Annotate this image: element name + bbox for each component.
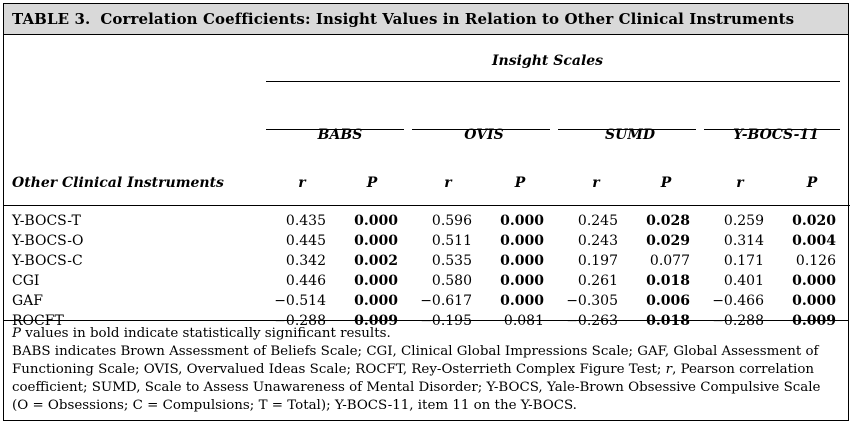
group-label-sumd: SUMD — [605, 127, 655, 143]
stat-p-babs: P — [366, 175, 378, 191]
spanner-label: Insight Scales — [492, 53, 604, 69]
table-row: Y-BOCS-T 0.435 0.000 0.596 0.000 0.245 0.028 0.… — [4, 213, 848, 233]
row-label: ROCFT — [12, 313, 64, 329]
p-value-cell: 0.009 — [792, 313, 836, 329]
table-row: Y-BOCS-C 0.342 0.002 0.535 0.000 0.197 0.077 0.… — [4, 253, 848, 273]
footnote-abbrev-part2: , Pearson correlation coefficient; SUMD,… — [12, 362, 821, 413]
p-value-cell: 0.006 — [646, 293, 690, 309]
table-row: CGI 0.446 0.000 0.580 0.000 0.261 0.018 0.401 0.… — [4, 273, 848, 293]
table-body: Insight Scales BABS OVIS SUMD Y-BOCS-11 … — [4, 35, 850, 329]
r-value-cell: −0.263 — [566, 313, 618, 329]
p-value-cell: 0.000 — [792, 293, 836, 309]
row-label: GAF — [12, 293, 44, 309]
stat-p-ybocs11: P — [806, 175, 818, 191]
stat-p-ovis: P — [514, 175, 526, 191]
group-label-ybocs11: Y-BOCS-11 — [733, 127, 819, 143]
p-value-cell: 0.000 — [500, 293, 544, 309]
row-label: Y-BOCS-T — [12, 213, 81, 229]
table-row: ROCFT −0.288 0.009 −0.195 0.081 −0.263 0.018 −0… — [4, 313, 848, 333]
r-value-cell: 0.314 — [723, 233, 764, 249]
footnote-significance: P values in bold indicate statistically … — [12, 325, 840, 343]
p-value-cell: 0.000 — [354, 213, 398, 229]
table-title: TABLE 3. Correlation Coefficients: Insig… — [4, 4, 848, 35]
p-value-cell: 0.077 — [649, 253, 690, 269]
footnote-abbreviations: BABS indicates Brown Assessment of Belie… — [12, 343, 840, 415]
p-value-cell: 0.009 — [354, 313, 398, 329]
r-value-cell: 0.580 — [431, 273, 472, 289]
r-value-cell: 0.197 — [577, 253, 618, 269]
r-value-cell: 0.596 — [431, 213, 472, 229]
table-number: TABLE 3. — [12, 10, 91, 28]
group-rule-ovis — [412, 129, 550, 130]
p-value-cell: 0.020 — [792, 213, 836, 229]
p-value-cell: 0.126 — [795, 253, 836, 269]
p-value-cell: 0.018 — [646, 313, 690, 329]
p-value-cell: 0.029 — [646, 233, 690, 249]
stat-r-ovis: r — [444, 175, 452, 191]
p-value-cell: 0.000 — [792, 273, 836, 289]
r-value-cell: 0.245 — [577, 213, 618, 229]
r-value-cell: −0.617 — [420, 293, 472, 309]
p-value-cell: 0.000 — [354, 273, 398, 289]
r-value-cell: −0.514 — [274, 293, 326, 309]
row-label: CGI — [12, 273, 40, 289]
stat-r-sumd: r — [592, 175, 600, 191]
r-value-cell: 0.261 — [577, 273, 618, 289]
stat-r-ybocs11: r — [736, 175, 744, 191]
r-value-cell: 0.446 — [285, 273, 326, 289]
table-row: GAF −0.514 0.000 −0.617 0.000 −0.305 0.006 −0.4… — [4, 293, 848, 313]
group-rule-ybocs11 — [704, 129, 840, 130]
group-rule-babs — [266, 129, 404, 130]
p-value-cell: 0.000 — [500, 273, 544, 289]
r-value-cell: −0.288 — [274, 313, 326, 329]
p-value-cell: 0.081 — [503, 313, 544, 329]
p-value-cell: 0.004 — [792, 233, 836, 249]
group-rule-sumd — [558, 129, 696, 130]
p-value-cell: 0.002 — [354, 253, 398, 269]
group-label-babs: BABS — [317, 127, 363, 143]
r-value-cell: 0.243 — [577, 233, 618, 249]
r-value-cell: 0.259 — [723, 213, 764, 229]
footnote-significance-text: values in bold indicate statistically si… — [21, 326, 391, 341]
p-value-cell: 0.028 — [646, 213, 690, 229]
r-value-cell: −0.466 — [712, 293, 764, 309]
p-value-cell: 0.000 — [500, 213, 544, 229]
stat-r-babs: r — [298, 175, 306, 191]
group-label-ovis: OVIS — [464, 127, 504, 143]
r-value-cell: −0.305 — [566, 293, 618, 309]
r-value-cell: −0.195 — [420, 313, 472, 329]
table-footnotes: P values in bold indicate statistically … — [4, 320, 848, 422]
r-value-cell: 0.511 — [431, 233, 472, 249]
p-value-cell: 0.000 — [500, 233, 544, 249]
p-value-cell: 0.000 — [354, 233, 398, 249]
row-label-header: Other Clinical Instruments — [12, 175, 224, 191]
spanner-rule — [266, 81, 840, 82]
r-value-cell: −0.288 — [712, 313, 764, 329]
r-value-cell: 0.171 — [723, 253, 764, 269]
footnote-p-symbol: P — [12, 326, 22, 341]
p-value-cell: 0.018 — [646, 273, 690, 289]
table-row: Y-BOCS-O 0.445 0.000 0.511 0.000 0.243 0.029 0.… — [4, 233, 848, 253]
p-value-cell: 0.000 — [354, 293, 398, 309]
p-value-cell: 0.000 — [500, 253, 544, 269]
r-value-cell: 0.445 — [285, 233, 326, 249]
footnote-abbrev-part1: BABS indicates Brown Assessment of Belie… — [12, 344, 819, 377]
stat-p-sumd: P — [660, 175, 672, 191]
footnote-r-symbol: r — [665, 362, 673, 377]
table-title-text: Correlation Coefficients: Insight Values… — [100, 10, 795, 28]
header-bottom-rule — [4, 205, 850, 206]
correlation-table: TABLE 3. Correlation Coefficients: Insig… — [3, 3, 850, 422]
row-label: Y-BOCS-C — [12, 253, 83, 269]
r-value-cell: 0.535 — [431, 253, 472, 269]
r-value-cell: 0.342 — [285, 253, 326, 269]
row-label: Y-BOCS-O — [12, 233, 84, 249]
r-value-cell: 0.435 — [285, 213, 326, 229]
r-value-cell: 0.401 — [723, 273, 764, 289]
